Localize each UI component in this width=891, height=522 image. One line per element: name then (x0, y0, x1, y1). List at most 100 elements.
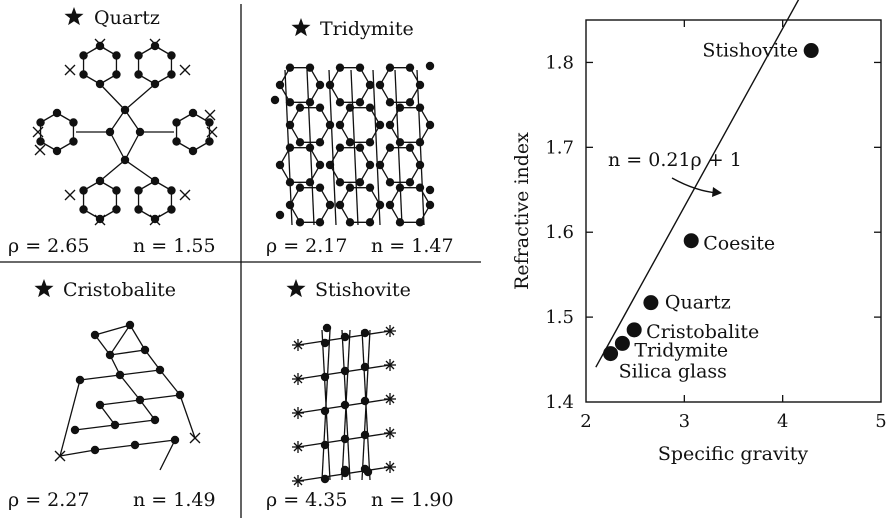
bond-line (54, 450, 66, 462)
panel-title-quartz: Quartz (94, 7, 160, 29)
atom-dot (335, 200, 345, 210)
atom-dot (335, 120, 345, 130)
atom-dot (365, 183, 375, 192)
atom-dot (52, 146, 62, 156)
atom-dot (112, 205, 121, 214)
star-icon (291, 18, 311, 37)
x-axis-ticks: 2 3 4 5 (580, 20, 887, 432)
atom-dot (285, 200, 295, 210)
bond-line (372, 69, 381, 226)
atom-dot (150, 41, 160, 51)
atom-dot (112, 186, 121, 195)
atom-dot (75, 375, 85, 385)
atom-dot (135, 395, 145, 405)
atom-dot (320, 440, 330, 450)
atom-dot (385, 63, 395, 72)
bond-line (385, 326, 395, 336)
bond-line (64, 189, 76, 201)
atom-dot (295, 183, 305, 192)
atom-dot (315, 183, 325, 192)
data-point-label: Silica glass (619, 361, 727, 383)
arrow-head-icon (712, 187, 722, 197)
y-tick-label: 1.6 (545, 222, 574, 243)
bond-line (109, 131, 126, 161)
bond-line (206, 126, 218, 138)
bond-line (385, 360, 395, 370)
fit-line (595, 0, 800, 368)
x-tick-label: 4 (777, 411, 788, 432)
y-tick-label: 1.5 (545, 307, 574, 328)
bond-line (124, 109, 141, 133)
panel-title-stishovite: Stishovite (315, 279, 411, 301)
bond-line (124, 159, 156, 182)
bond-line (64, 64, 76, 76)
atom-dot (205, 118, 214, 127)
panel-n-tridymite: n = 1.47 (371, 235, 454, 257)
atom-dot (425, 61, 435, 71)
atom-dot (322, 323, 332, 333)
atom-dot (320, 406, 330, 416)
atom-dot (95, 400, 105, 410)
atom-dot (405, 178, 415, 187)
atom-dot (125, 320, 135, 330)
bond-line (321, 329, 331, 481)
star-icon (34, 279, 54, 298)
bond-line (179, 189, 191, 201)
panel-rho-quartz: ρ = 2.65 (8, 235, 89, 257)
data-point-label: Cristobalite (646, 321, 759, 343)
atom-dot (105, 350, 115, 360)
atom-dot (360, 362, 370, 372)
atom-dot (385, 143, 395, 152)
bond-line (361, 329, 371, 481)
atom-dot (315, 80, 325, 90)
atom-dot (355, 63, 365, 72)
atom-dot (375, 80, 385, 90)
atom-dot (155, 365, 165, 375)
bond-line (94, 38, 106, 50)
atom-dot (188, 108, 198, 118)
atom-dot (355, 178, 365, 187)
bond-line (119, 369, 161, 376)
bond-line (149, 214, 161, 226)
atom-dot (172, 118, 181, 127)
atom-dot (365, 218, 375, 227)
bond-line (350, 69, 359, 226)
atom-dot (335, 98, 345, 107)
bond-line (114, 419, 156, 426)
atom-dot (335, 143, 345, 152)
atom-dot (270, 95, 280, 105)
atom-dot (325, 160, 335, 170)
panel-tridymite: Tridymite ρ = 2.17 n = 1.47 (266, 18, 454, 257)
atom-dot (70, 425, 80, 435)
bond-line (94, 214, 106, 226)
atom-dot (167, 186, 176, 195)
stishovite-structure-illustration (292, 323, 396, 487)
atom-dot (170, 435, 180, 445)
atom-dot (36, 118, 45, 127)
atom-dot (345, 218, 355, 227)
atom-dot (295, 138, 305, 147)
bond-line (293, 476, 303, 486)
bond-line (129, 324, 146, 351)
bond-line (124, 83, 156, 111)
data-point-label: Coesite (703, 233, 775, 255)
atom-dot (140, 345, 150, 355)
atom-dot (275, 160, 285, 170)
bond-line (385, 394, 395, 404)
bond-line (189, 432, 201, 444)
x-tick-label: 3 (679, 411, 690, 432)
data-point (643, 295, 659, 311)
bond-line (99, 399, 141, 406)
atom-dot (167, 205, 176, 214)
panel-rho-stishovite: ρ = 4.35 (266, 489, 347, 511)
fit-label-arrow (671, 177, 719, 194)
atom-dot (79, 70, 88, 79)
bond-line (109, 109, 126, 133)
atom-dot (105, 127, 115, 137)
bond-line (99, 83, 126, 111)
data-point-label: Stishovite (702, 40, 798, 62)
atom-dot (120, 155, 130, 165)
atom-dot (285, 143, 295, 152)
atom-dot (395, 138, 405, 147)
